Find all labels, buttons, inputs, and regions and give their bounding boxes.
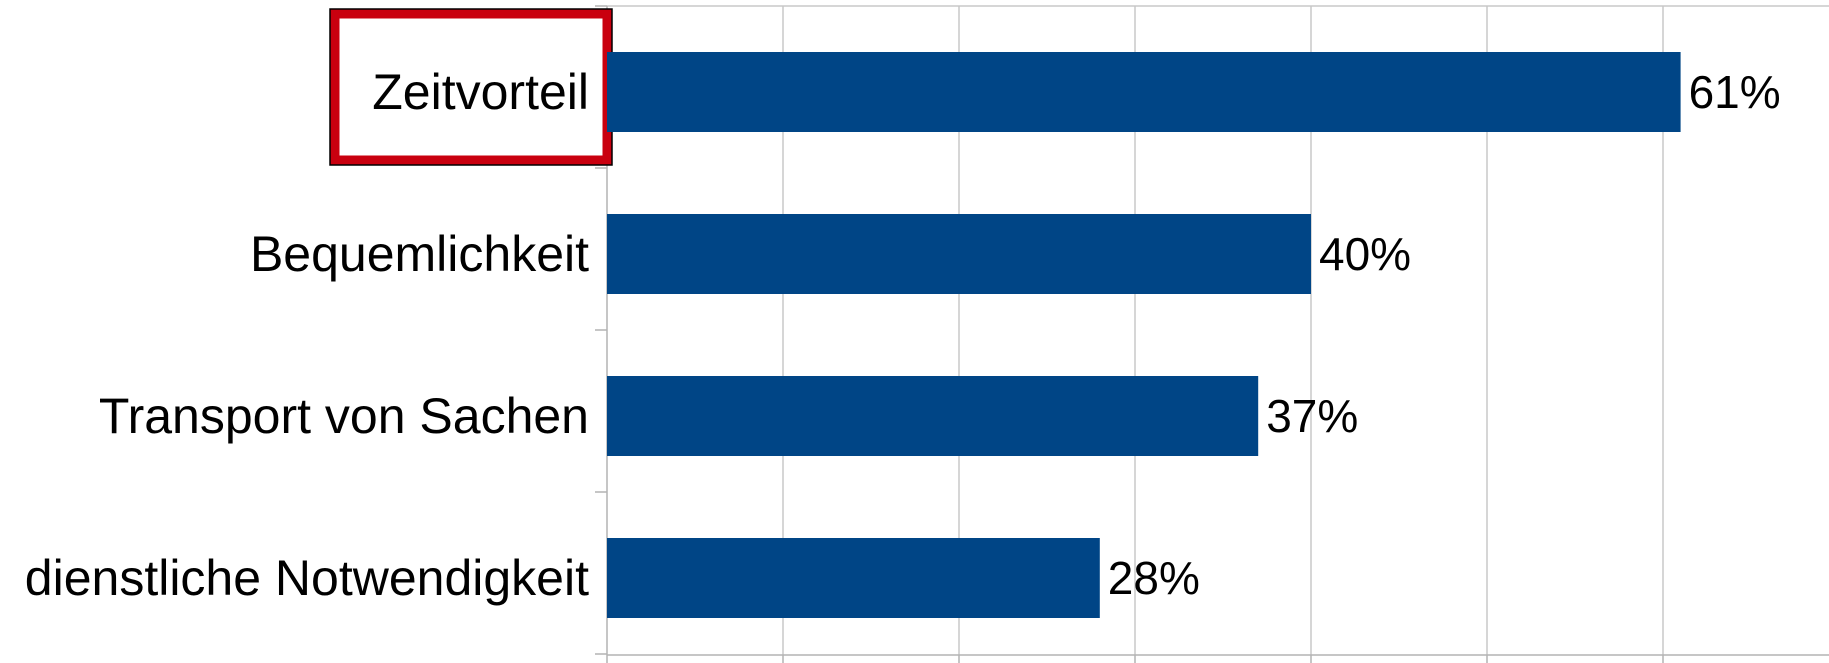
category-label: Bequemlichkeit — [250, 226, 589, 282]
bar — [607, 376, 1259, 456]
label-layer: Zeitvorteil 61% Bequemlichkeit 40% Transport… — [25, 64, 1781, 606]
value-label: 61% — [1689, 66, 1781, 118]
bar-layer — [607, 52, 1681, 618]
bar — [607, 538, 1100, 618]
category-label: dienstliche Notwendigkeit — [25, 550, 589, 606]
category-label: Transport von Sachen — [99, 388, 589, 444]
value-label: 37% — [1266, 390, 1358, 442]
bar — [607, 52, 1681, 132]
value-label: 40% — [1319, 228, 1411, 280]
category-label: Zeitvorteil — [372, 64, 589, 120]
bar — [607, 214, 1311, 294]
value-label: 28% — [1108, 552, 1200, 604]
